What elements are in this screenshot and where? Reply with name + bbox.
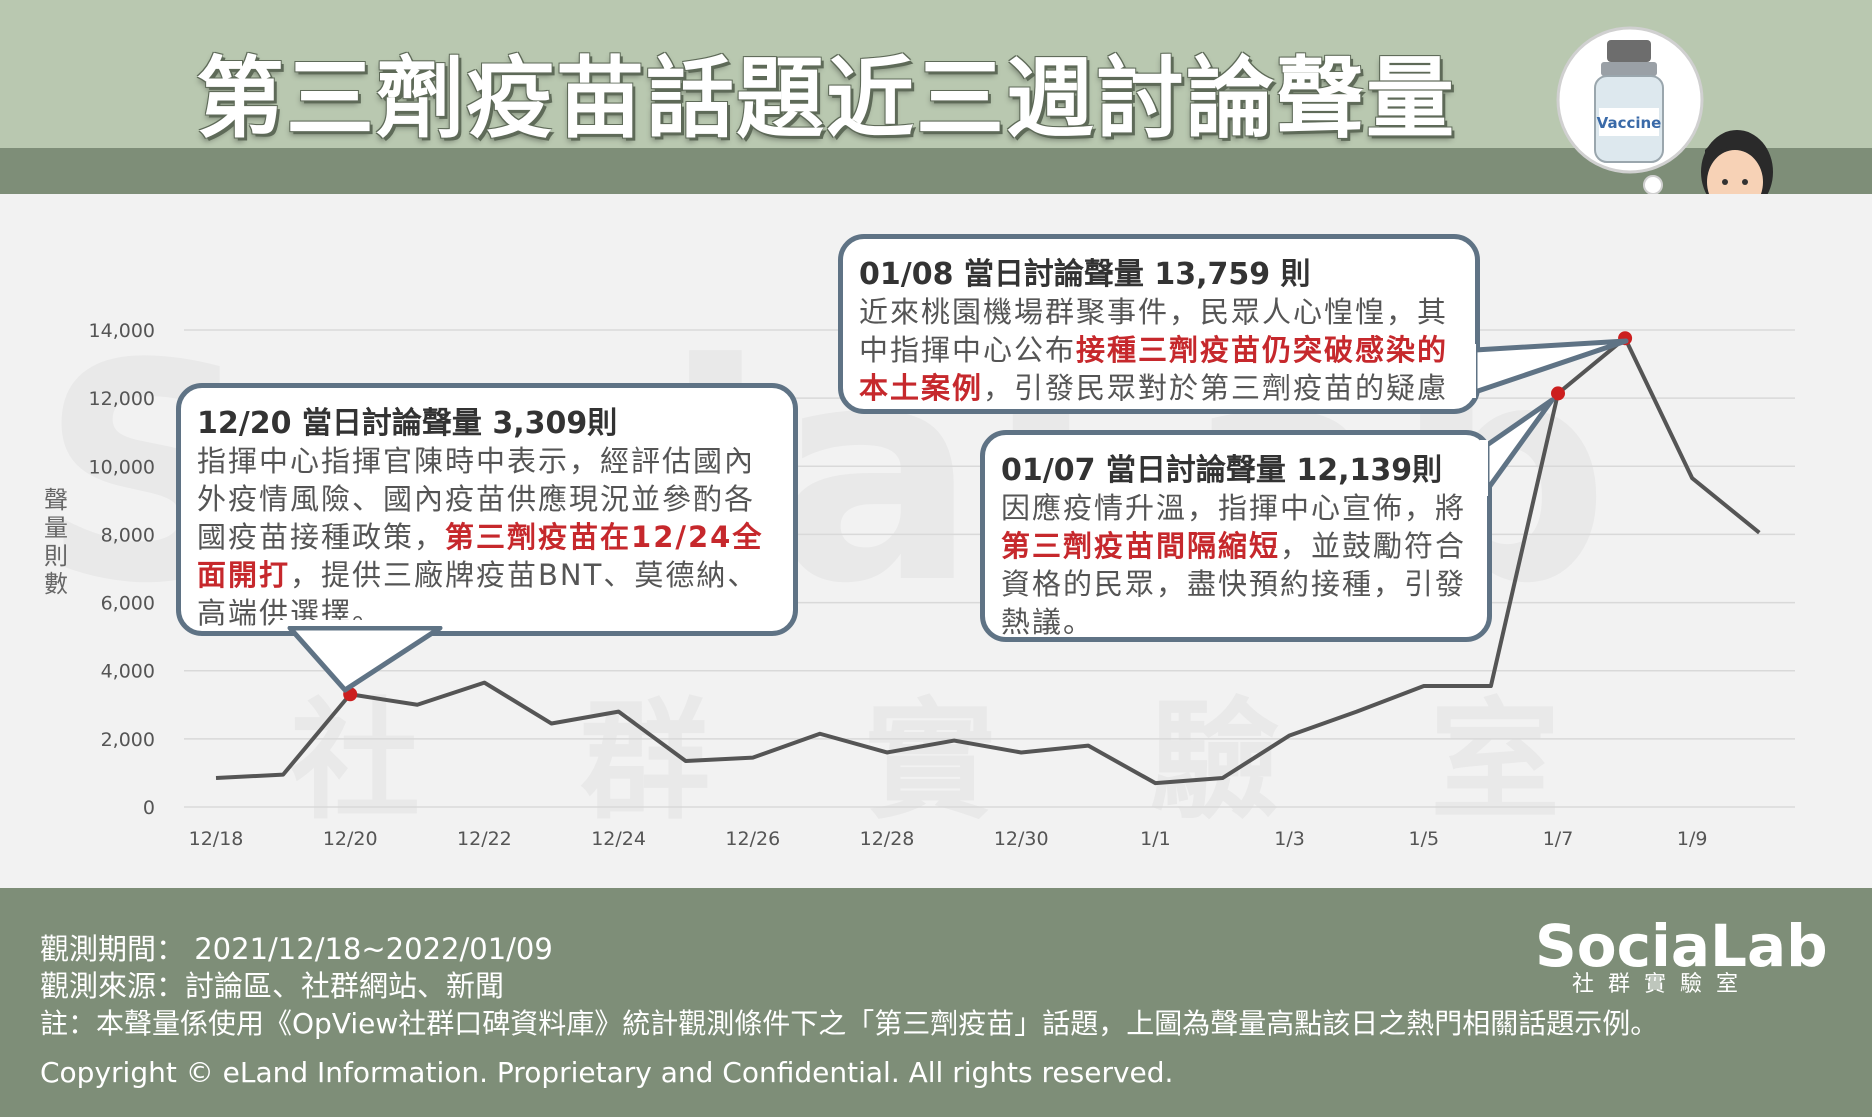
callout-body: 指揮中心指揮官陳時中表示，經評估國內外疫情風險、國內疫苗供應現況並參酌各國疫苗接… (197, 442, 779, 632)
footer-period: 觀測期間： 2021/12/18~2022/01/09 (40, 932, 553, 966)
y-tick-label: 4,000 (101, 661, 155, 683)
callout-pointer-mask (280, 620, 450, 626)
callout-pointer (287, 625, 443, 693)
x-tick-label: 12/30 (994, 828, 1049, 850)
y-tick-label: 2,000 (101, 729, 155, 751)
callout-1220: 12/20 當日討論聲量 3,309則 指揮中心指揮官陳時中表示，經評估國內外疫… (176, 383, 798, 636)
sociallab-logo: SociaLab (1535, 912, 1828, 980)
footer-source: 觀測來源：討論區、社群網站、新聞 (40, 969, 505, 1003)
callout-text: ，引發民眾對於第三劑疫苗的疑慮 (983, 371, 1449, 405)
callout-0108: 01/08 當日討論聲量 13,759 則 近來桃園機場群聚事件，民眾人心惶惶，… (838, 234, 1480, 414)
vaccine-label: Vaccine (1597, 114, 1662, 132)
callout-text: 因應疫情升溫，指揮中心宣佈，將 (1001, 491, 1467, 525)
callout-0107: 01/07 當日討論聲量 12,139則 因應疫情升溫，指揮中心宣佈，將第三劑疫… (980, 430, 1492, 642)
x-tick-label: 1/1 (1140, 828, 1171, 850)
callout-text: 近來桃園機場群聚事件，民眾人心惶惶，其中指揮中心公布 (859, 295, 1449, 367)
x-tick-label: 12/18 (189, 828, 244, 850)
x-tick-label: 12/28 (860, 828, 915, 850)
callout-head: 01/07 當日討論聲量 12,139則 (1001, 453, 1443, 488)
header-band-lower (0, 148, 1872, 194)
x-tick-label: 1/9 (1677, 828, 1708, 850)
x-tick-label: 12/26 (725, 828, 780, 850)
callout-highlight-text: 第三劑疫苗在12/24全面開打 (197, 520, 764, 592)
sociallab-logo-subtitle: 社群實驗室 (1572, 972, 1753, 997)
footer-note: 註：本聲量係使用《OpView社群口碑資料庫》統計觀測條件下之「第三劑疫苗」話題… (40, 1007, 1659, 1040)
y-tick-label: 14,000 (89, 320, 155, 342)
callout-pointer (1472, 338, 1629, 395)
x-tick-label: 1/5 (1409, 828, 1440, 850)
series-line (215, 336, 1761, 786)
callout-pointer-mask (1480, 440, 1488, 496)
x-tick-label: 12/22 (457, 828, 512, 850)
callout-body: 因應疫情升溫，指揮中心宣佈，將第三劑疫苗間隔縮短，並鼓勵符合資格的民眾，盡快預約… (1001, 489, 1473, 641)
callout-pointer (1484, 397, 1555, 493)
callout-body: 近來桃園機場群聚事件，民眾人心惶惶，其中指揮中心公布接種三劑疫苗仍突破感染的本土… (859, 293, 1461, 407)
y-tick-label: 12,000 (89, 388, 155, 410)
callout-pointer-mask (1468, 344, 1476, 398)
callout-highlight-text: 第三劑疫苗間隔縮短 (1001, 529, 1281, 563)
x-tick-label: 12/24 (591, 828, 646, 850)
callout-pointers (280, 338, 1629, 693)
callout-head: 12/20 當日討論聲量 3,309則 (197, 406, 618, 441)
header-band (0, 0, 1872, 148)
callout-text: 指揮中心指揮官陳時中表示，經評估國內外疫情風險、國內疫苗供應現況並參酌各國疫苗接… (197, 444, 756, 554)
callout-highlight-text: 接種三劑疫苗仍突破感染的本土案例 (859, 333, 1449, 405)
callout-text: ，並鼓勵符合資格的民眾，盡快預約接種，引發熱議。 (1001, 529, 1467, 639)
y-tick-label: 8,000 (101, 524, 155, 546)
y-tick-label: 6,000 (101, 593, 155, 615)
x-tick-label: 12/20 (323, 828, 378, 850)
footer (0, 888, 1872, 1117)
footer-copyright: Copyright © eLand Information. Proprieta… (40, 1056, 1174, 1089)
callout-head: 01/08 當日討論聲量 13,759 則 (859, 257, 1311, 292)
y-axis-label: 聲量則數 (44, 486, 68, 598)
y-tick-label: 10,000 (89, 456, 155, 478)
highlight-point (1551, 386, 1565, 401)
y-tick-label: 0 (143, 797, 155, 819)
page-title: 第三劑疫苗話題近三週討論聲量 (196, 47, 1457, 150)
x-tick-label: 1/7 (1543, 828, 1574, 850)
callout-text: ，提供三廠牌疫苗BNT、莫德納、高端供選擇。 (197, 558, 759, 630)
x-tick-label: 1/3 (1274, 828, 1305, 850)
